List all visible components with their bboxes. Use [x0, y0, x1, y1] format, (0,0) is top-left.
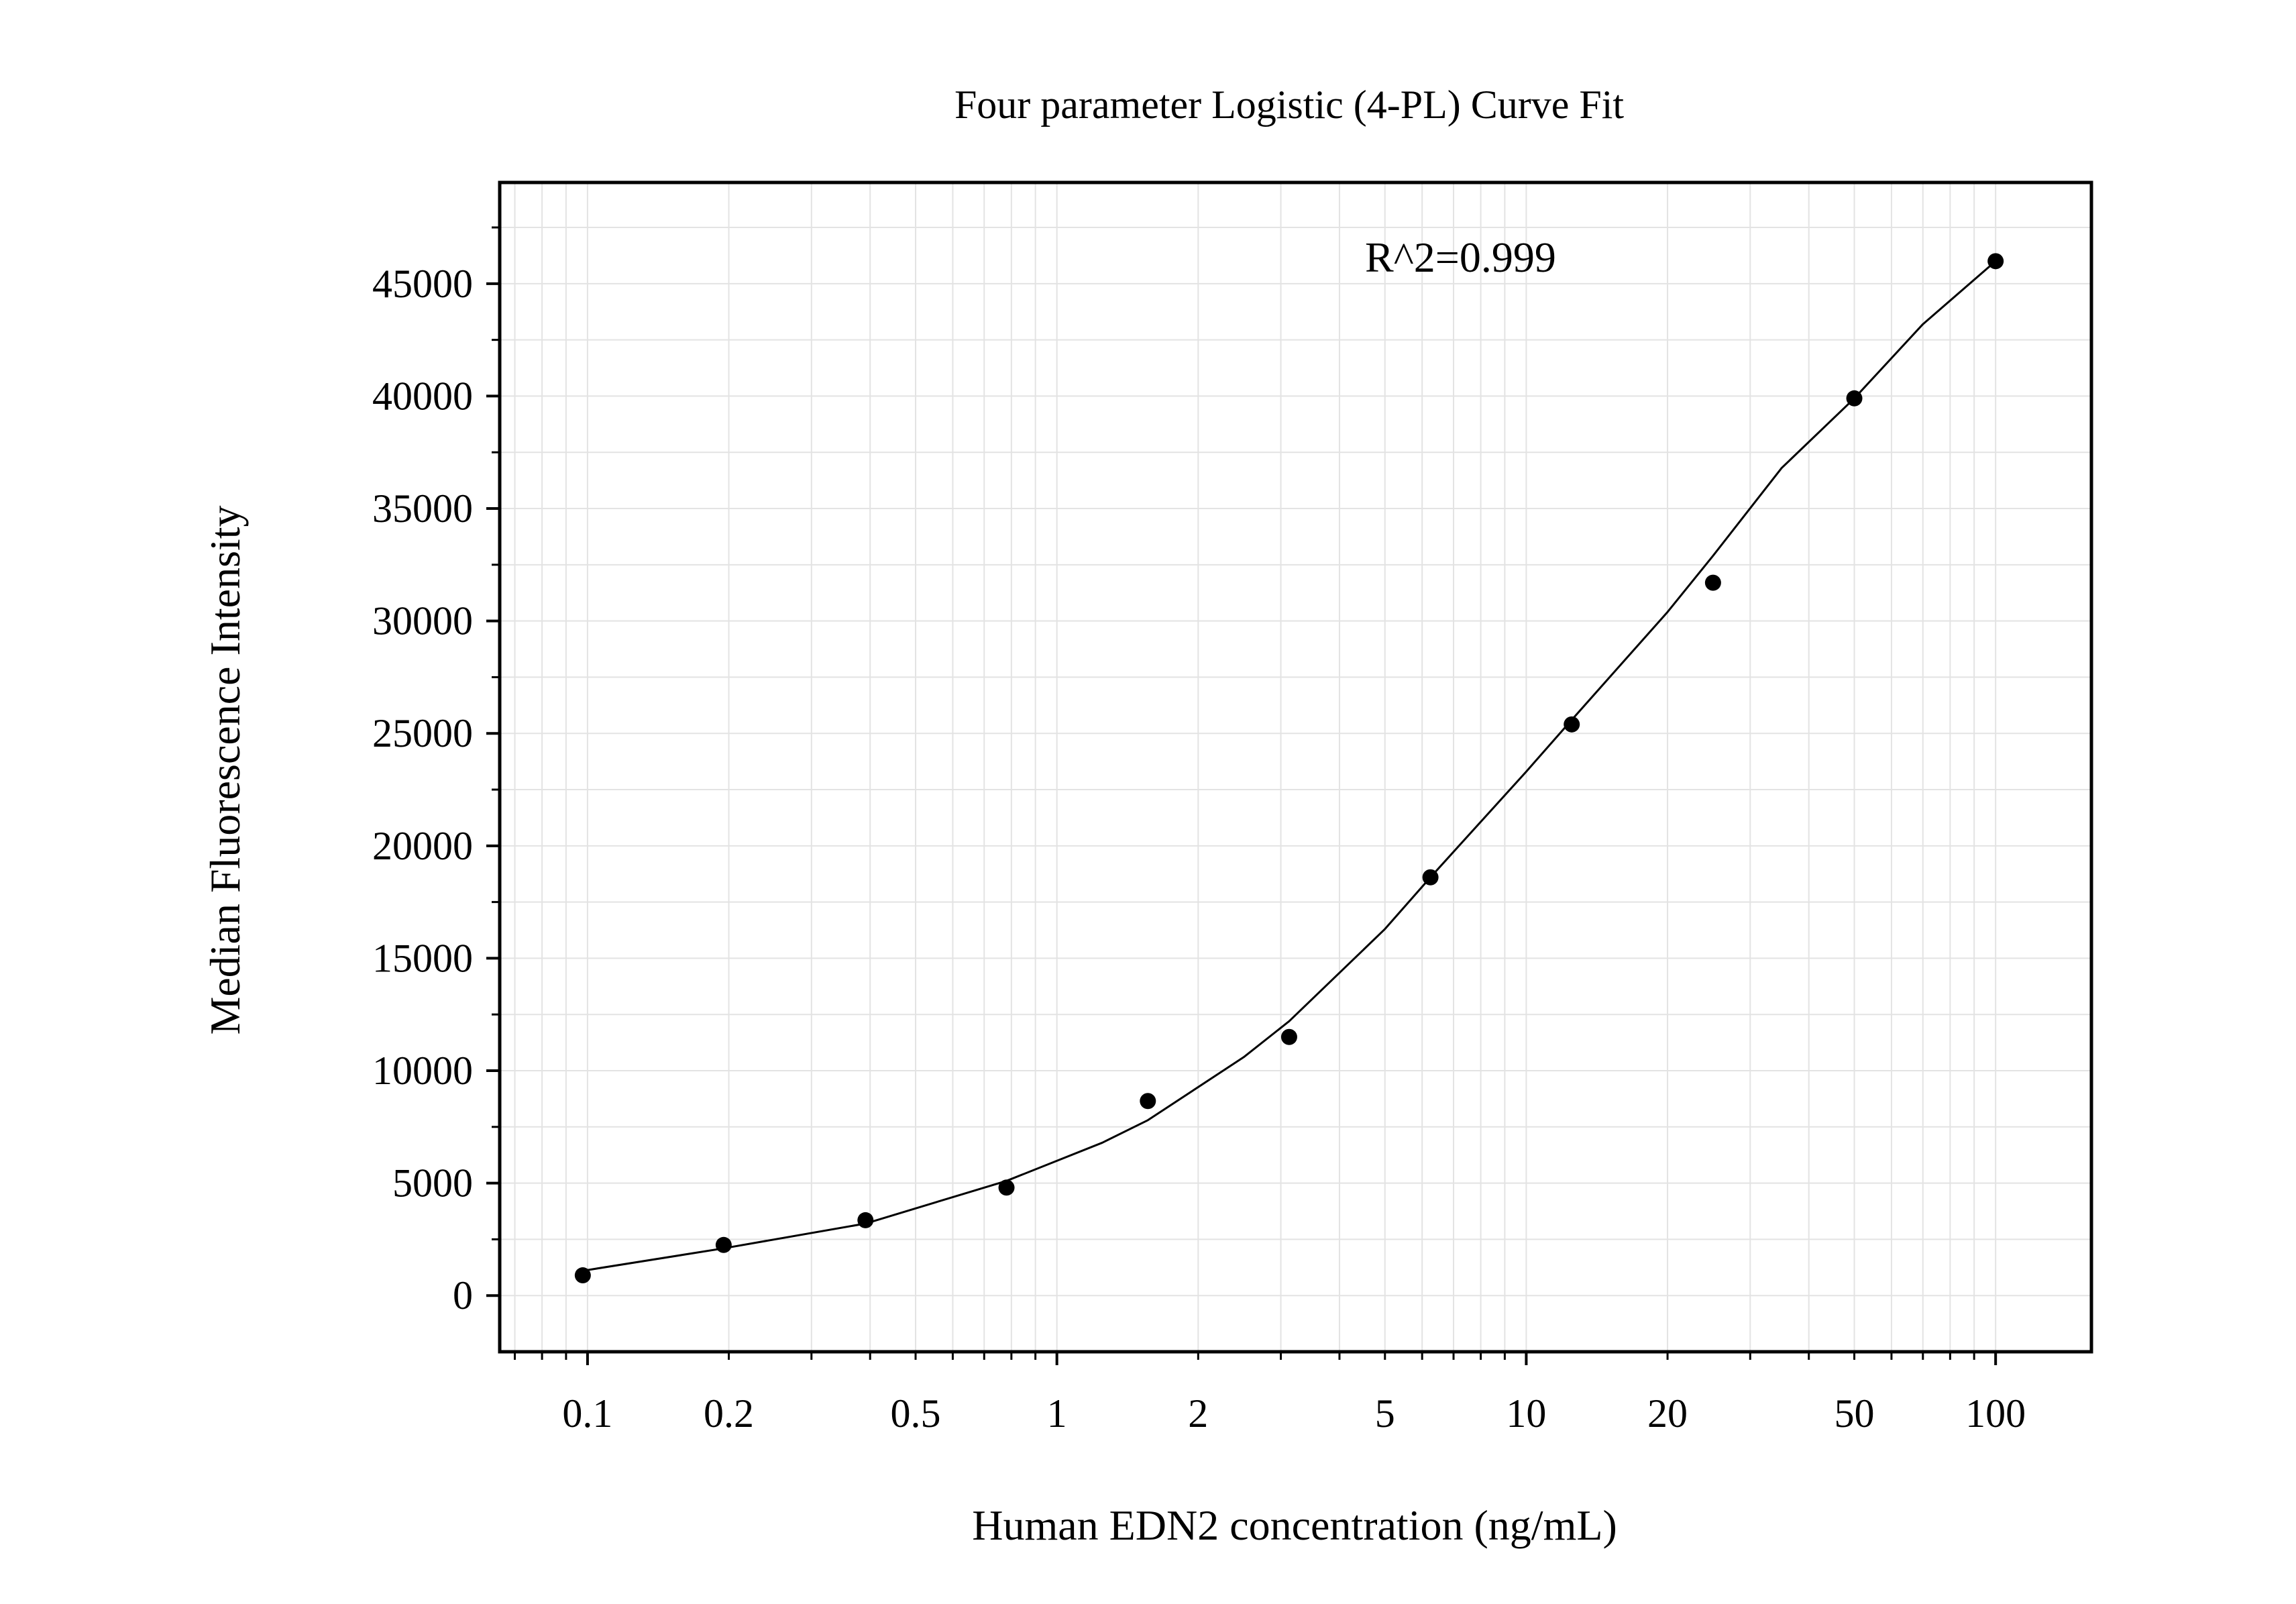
plot-frame: [498, 180, 2093, 1354]
x-axis-label: Human EDN2 concentration (ng/mL): [972, 1501, 1617, 1549]
x-tick-label: 0.2: [704, 1391, 754, 1436]
y-tick-label: 25000: [372, 711, 473, 755]
data-point: [857, 1212, 874, 1228]
y-tick-label: 10000: [372, 1049, 473, 1093]
x-tick-label: 1: [1047, 1391, 1067, 1436]
y-tick-label: 5000: [392, 1161, 473, 1206]
y-tick-label: 35000: [372, 486, 473, 531]
x-tick-label: 50: [1835, 1391, 1875, 1436]
data-point: [1704, 574, 1721, 591]
data-points-layer: [574, 253, 2004, 1284]
x-tick-labels: 0.1 0.2 0.5 1 2 5 10 20 50 100: [562, 1391, 2026, 1436]
y-axis-label: Median Fluorescence Intensity: [201, 505, 249, 1034]
data-point: [1564, 716, 1580, 733]
x-tick-label: 100: [1965, 1391, 2026, 1436]
data-point: [715, 1236, 732, 1253]
data-point: [1422, 869, 1439, 886]
y-tick-label: 30000: [372, 599, 473, 643]
y-tick-label: 15000: [372, 936, 473, 980]
y-tick-label: 40000: [372, 374, 473, 418]
x-tick-label: 5: [1375, 1391, 1395, 1436]
data-point: [574, 1267, 591, 1284]
data-point: [1846, 390, 1863, 407]
chart-title: Four parameter Logistic (4-PL) Curve Fit: [954, 83, 1624, 127]
fit-curve-layer: [582, 260, 1997, 1272]
r-squared-annotation: R^2=0.999: [1365, 233, 1556, 281]
x-tick-label: 0.1: [562, 1391, 612, 1436]
fit-curve: [582, 260, 1997, 1272]
data-point: [1987, 253, 2004, 270]
x-tick-label: 2: [1188, 1391, 1208, 1436]
data-point: [998, 1179, 1015, 1196]
x-tick-label: 20: [1647, 1391, 1688, 1436]
y-tick-label: 0: [453, 1273, 473, 1318]
grid-layer: [500, 182, 2091, 1352]
data-point: [1140, 1093, 1156, 1110]
x-tick-label: 0.5: [891, 1391, 941, 1436]
data-point: [1280, 1028, 1297, 1045]
y-tick-labels: 0 5000 10000 15000 20000 25000 30000 35000 40000…: [372, 262, 473, 1318]
axes-layer: [486, 180, 2093, 1365]
y-tick-label: 20000: [372, 824, 473, 868]
y-tick-label: 45000: [372, 262, 473, 306]
x-tick-label: 10: [1506, 1391, 1546, 1436]
